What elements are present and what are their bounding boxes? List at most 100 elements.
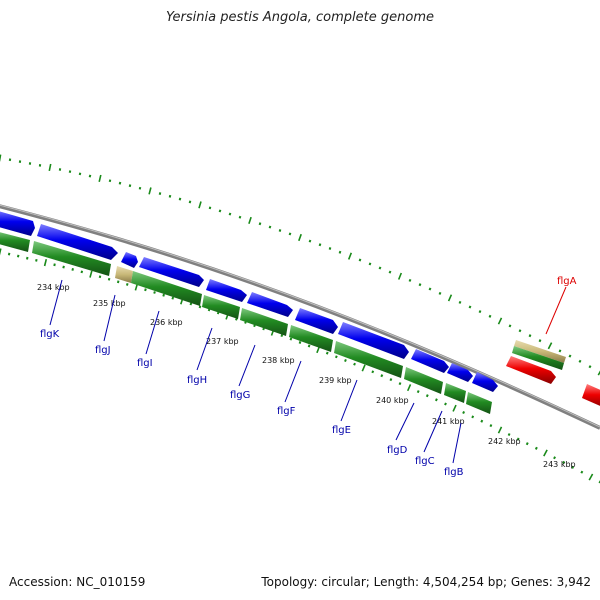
gene-label-flgD: flgD bbox=[387, 445, 408, 456]
minor-tick bbox=[462, 410, 466, 415]
major-tick bbox=[547, 342, 553, 350]
scale-label: 242 kbp bbox=[488, 437, 521, 446]
cds-bar-flgI bbox=[131, 271, 202, 306]
minor-tick bbox=[338, 250, 342, 254]
gene-label-flgF: flgF bbox=[277, 406, 296, 417]
minor-tick bbox=[368, 262, 372, 266]
minor-tick bbox=[118, 181, 122, 185]
minor-tick bbox=[553, 456, 556, 460]
cds-bar-flgC bbox=[444, 383, 466, 403]
map-title: Yersinia pestis Angola, complete genome bbox=[166, 10, 434, 25]
minor-tick bbox=[488, 314, 492, 318]
major-tick bbox=[48, 163, 52, 172]
gene-leader-line bbox=[545, 286, 567, 335]
minor-tick bbox=[168, 194, 172, 198]
major-tick bbox=[406, 384, 412, 392]
scale-label: 240 kbp bbox=[376, 396, 409, 405]
minor-tick bbox=[334, 355, 338, 359]
gene-leader-line bbox=[395, 402, 415, 441]
minor-tick bbox=[562, 460, 566, 464]
minor-tick bbox=[307, 344, 311, 348]
minor-tick bbox=[389, 378, 393, 382]
minor-tick bbox=[208, 206, 212, 210]
minor-tick bbox=[325, 351, 329, 355]
major-tick bbox=[361, 364, 366, 372]
major-tick bbox=[397, 272, 403, 280]
minor-tick bbox=[108, 179, 112, 183]
minor-tick bbox=[489, 424, 493, 428]
gene-arrow-flgJ bbox=[121, 252, 138, 268]
minor-tick bbox=[468, 305, 472, 309]
minor-tick bbox=[178, 197, 182, 201]
outer-tick-ring bbox=[0, 154, 600, 376]
gene-label-flgB: flgB bbox=[444, 467, 464, 478]
minor-tick bbox=[53, 263, 56, 267]
minor-tick bbox=[434, 398, 438, 402]
minor-tick bbox=[171, 296, 175, 300]
minor-tick bbox=[508, 324, 512, 328]
minor-tick bbox=[158, 192, 162, 195]
gene-leader-line bbox=[238, 344, 256, 387]
major-tick bbox=[497, 426, 503, 434]
major-tick bbox=[98, 174, 102, 182]
minor-tick bbox=[328, 247, 332, 250]
minor-tick bbox=[278, 229, 282, 232]
gene-label-flgJ: flgJ bbox=[95, 345, 111, 356]
minor-tick bbox=[518, 329, 522, 333]
major-tick bbox=[543, 449, 548, 457]
minor-tick bbox=[35, 258, 38, 262]
minor-tick bbox=[428, 287, 432, 291]
minor-tick bbox=[288, 232, 292, 236]
minor-tick bbox=[298, 341, 302, 344]
minor-tick bbox=[162, 293, 165, 297]
gene-arrow-flgE bbox=[338, 322, 409, 359]
minor-tick bbox=[528, 334, 532, 338]
gene-label-flgE: flgE bbox=[332, 425, 351, 436]
minor-tick bbox=[568, 354, 572, 358]
minor-tick bbox=[538, 339, 542, 343]
minor-tick bbox=[153, 291, 156, 294]
major-tick bbox=[198, 201, 202, 209]
gene-arrow-flgC bbox=[447, 363, 473, 382]
gene-leader-line bbox=[49, 279, 63, 326]
minor-tick bbox=[128, 184, 132, 188]
cds-strand bbox=[0, 232, 492, 414]
gene-label-flgA: flgA bbox=[557, 276, 577, 287]
major-tick bbox=[447, 294, 453, 302]
misc-feature-bar bbox=[115, 266, 133, 283]
minor-tick bbox=[258, 222, 262, 226]
minor-tick bbox=[353, 362, 356, 366]
genome-summary-text: Topology: circular; Length: 4,504,254 bp… bbox=[261, 575, 591, 589]
gene-arrow-flgG bbox=[247, 292, 293, 317]
minor-tick bbox=[198, 305, 202, 309]
scale-label: 236 kbp bbox=[150, 318, 183, 327]
flgA-feature bbox=[506, 340, 600, 406]
gene-label-flgG: flgG bbox=[230, 390, 250, 401]
minor-tick bbox=[238, 215, 242, 219]
minor-tick bbox=[525, 442, 529, 446]
cds-bar-flgH bbox=[202, 295, 240, 319]
minor-tick bbox=[289, 337, 293, 341]
genome-backbone bbox=[0, 204, 600, 430]
minor-tick bbox=[138, 186, 142, 190]
minor-tick bbox=[125, 283, 129, 286]
major-tick bbox=[89, 270, 93, 278]
cds-bar-flgF bbox=[289, 325, 333, 352]
minor-tick bbox=[358, 258, 362, 262]
minor-tick bbox=[418, 283, 422, 287]
cds-bar-flgK bbox=[32, 241, 111, 276]
inner-tick-ring bbox=[0, 248, 600, 484]
minor-tick bbox=[507, 433, 511, 437]
minor-tick bbox=[78, 172, 82, 176]
cds-bar bbox=[0, 232, 30, 252]
minor-tick bbox=[189, 302, 193, 306]
gene-leader-line bbox=[452, 422, 462, 464]
gene-leader-line bbox=[103, 294, 116, 342]
gene-arrow-flgD bbox=[411, 349, 449, 373]
scale-label: 243 kbp bbox=[543, 460, 576, 469]
minor-tick bbox=[318, 243, 322, 247]
scale-labels: 234 kbp 235 kbp 236 kbp 237 kbp 238 kbp 239 k… bbox=[37, 283, 576, 469]
scale-label: 241 kbp bbox=[432, 417, 465, 426]
major-tick bbox=[248, 216, 252, 225]
